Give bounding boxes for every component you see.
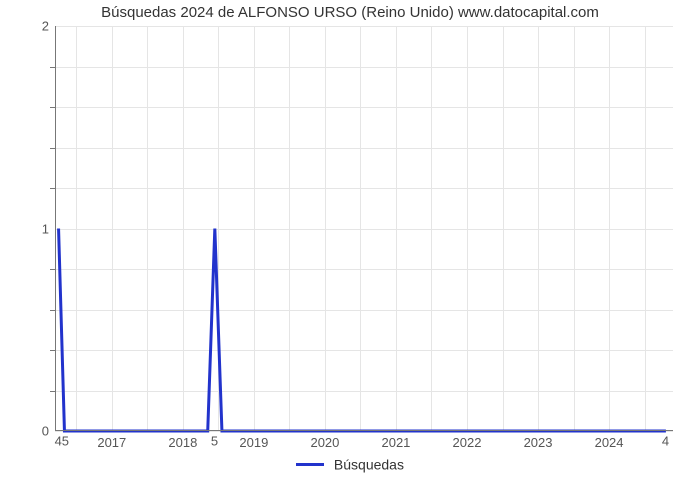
y-minor-tick — [50, 67, 55, 68]
x-tick-label: 2018 — [168, 431, 197, 450]
legend-swatch — [296, 463, 324, 466]
x-tick-label: 2023 — [524, 431, 553, 450]
x-tick-label: 2024 — [595, 431, 624, 450]
series-end-label: 4 — [662, 434, 669, 449]
y-minor-tick — [50, 310, 55, 311]
x-tick-label: 2020 — [310, 431, 339, 450]
plot-area: 012201720182019202020212022202320244554 — [55, 26, 673, 431]
x-tick-label: 2021 — [381, 431, 410, 450]
series-line — [55, 26, 673, 431]
series-end-label: 5 — [211, 434, 218, 449]
legend: Búsquedas — [0, 455, 700, 472]
x-tick-label: 2022 — [453, 431, 482, 450]
y-minor-tick — [50, 148, 55, 149]
y-tick-label: 0 — [42, 424, 55, 439]
y-minor-tick — [50, 107, 55, 108]
x-tick-label: 2019 — [239, 431, 268, 450]
legend-label: Búsquedas — [334, 456, 404, 472]
y-minor-tick — [50, 391, 55, 392]
y-minor-tick — [50, 269, 55, 270]
y-minor-tick — [50, 188, 55, 189]
y-tick-label: 1 — [42, 221, 55, 236]
y-minor-tick — [50, 350, 55, 351]
series-end-label: 45 — [55, 434, 69, 449]
y-tick-label: 2 — [42, 19, 55, 34]
chart-title: Búsquedas 2024 de ALFONSO URSO (Reino Un… — [0, 4, 700, 21]
x-tick-label: 2017 — [97, 431, 126, 450]
